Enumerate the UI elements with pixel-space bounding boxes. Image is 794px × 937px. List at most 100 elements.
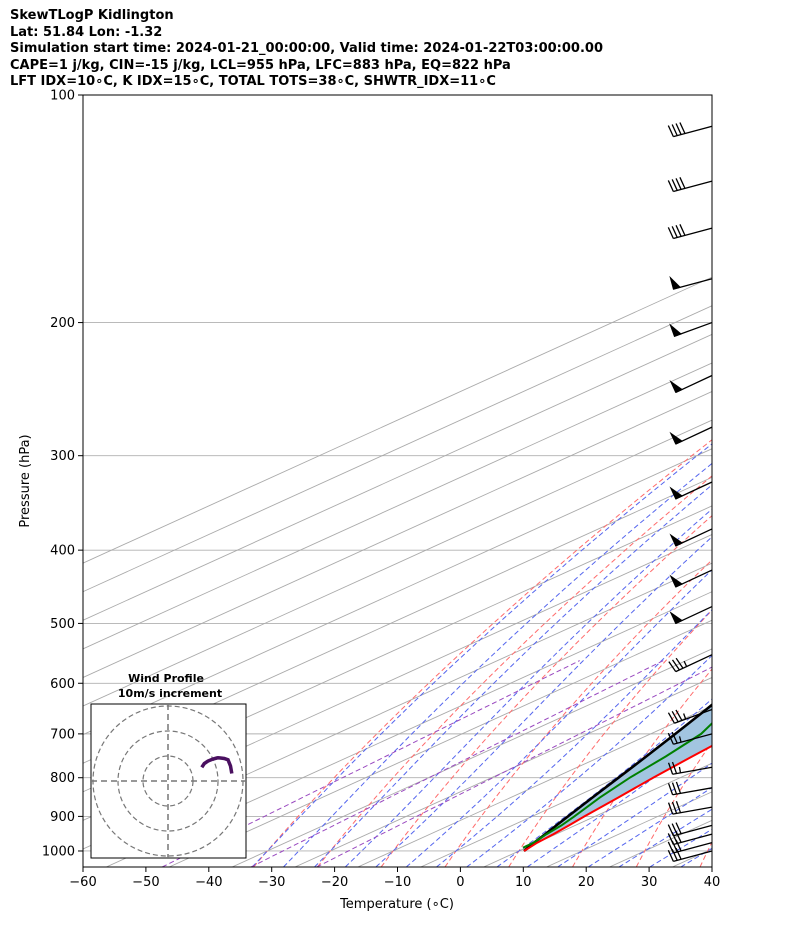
y-tick-label: 500 (50, 617, 75, 632)
barb-full (667, 732, 674, 745)
wind-barb (667, 122, 713, 138)
barb-shaft (672, 787, 713, 796)
barb-flag (669, 380, 684, 394)
barb-shaft (673, 227, 713, 240)
temperature-line (523, 744, 712, 852)
mixing-ratio-1 (316, 666, 712, 867)
barb-flag (669, 611, 684, 625)
barb-half (683, 660, 688, 667)
barb-full (667, 841, 674, 854)
wind-barb (669, 275, 713, 290)
barb-full (667, 180, 674, 192)
moist-adiabat--20 (314, 484, 712, 867)
dry-adiabat-40 (699, 841, 712, 867)
moist-adiabat-20 (557, 762, 712, 867)
moist-adiabat--30 (251, 443, 712, 867)
barb-flag (669, 533, 684, 547)
hodograph-ring-20 (117, 730, 219, 832)
dry-adiabat-10 (508, 609, 712, 867)
barb-half (683, 713, 687, 720)
wind-barb (667, 781, 713, 796)
moist-adiabat--25 (283, 462, 712, 867)
barb-full (671, 710, 679, 723)
isotherm--10 (357, 705, 712, 867)
dry-adiabat-50 (764, 95, 794, 867)
y-tick-label: 300 (50, 449, 75, 464)
wind-barb (667, 761, 713, 775)
y-tick-label: 900 (50, 810, 75, 825)
barb-flag (669, 574, 684, 588)
moist-adiabat-30 (618, 808, 712, 867)
barb-full (675, 178, 682, 190)
mixing-ratio-0.4 (250, 660, 664, 867)
y-tick-label: 100 (50, 89, 75, 104)
wind-barb (667, 801, 713, 815)
barb-flag (669, 323, 682, 337)
barb-full (671, 761, 678, 774)
barb-full (679, 224, 686, 236)
moist-adiabat-0 (436, 609, 712, 867)
x-tick-label: 20 (578, 875, 595, 890)
isotherm--20 (294, 676, 712, 867)
moist-adiabat-5 (466, 654, 712, 867)
barb-full (679, 122, 686, 134)
isotherm--160 (83, 276, 712, 564)
barb-full (667, 783, 674, 795)
isotherm--140 (83, 333, 712, 621)
barb-shaft (673, 850, 713, 862)
isotherm--70 (83, 534, 712, 821)
barb-shaft (673, 125, 713, 138)
barb-shaft (675, 654, 713, 673)
isotherm--130 (83, 362, 712, 650)
x-tick-label: −60 (69, 875, 96, 890)
x-tick-label: 0 (456, 875, 464, 890)
barb-half (678, 766, 682, 773)
x-tick-label: −10 (384, 875, 411, 890)
isotherm--30 (231, 648, 712, 867)
moist-adiabat--10 (375, 536, 712, 867)
dry-adiabat-0 (444, 559, 712, 867)
y-tick-label: 700 (50, 727, 75, 742)
barb-shaft (674, 708, 713, 724)
hodograph-inset (90, 703, 247, 859)
barb-full (675, 801, 682, 813)
x-axis-label: Temperature (∘C) (339, 897, 454, 912)
barb-full (671, 124, 678, 136)
x-tick-label: 10 (515, 875, 532, 890)
barb-shaft (673, 833, 713, 846)
wind-barb (669, 481, 713, 500)
isotherm--50 (106, 591, 712, 867)
hodograph-trace (200, 756, 234, 774)
isotherm-0 (420, 734, 712, 867)
location-line: Lat: 51.84 Lon: -1.32 (10, 24, 163, 40)
dry-adiabat--30 (253, 439, 712, 867)
wind-barb (669, 528, 713, 547)
barb-full (679, 177, 686, 189)
barb-full (671, 731, 678, 744)
isotherm--60 (83, 562, 712, 850)
barb-full (675, 781, 682, 794)
hodograph-plot (91, 704, 246, 858)
barb-full (667, 824, 674, 837)
wind-barb (669, 605, 713, 625)
dewpoint-line (522, 721, 712, 849)
barb-full (667, 712, 675, 724)
barb-full (675, 657, 684, 669)
isotherm--40 (169, 619, 712, 867)
x-tick-label: −40 (195, 875, 222, 890)
barb-shaft (673, 824, 713, 837)
isotherm--100 (83, 448, 712, 736)
barb-shaft (672, 806, 713, 815)
x-tick-label: 30 (641, 875, 658, 890)
barb-flag (669, 275, 682, 290)
axes: −60 −50 −40 −30 −20 −10 0 10 20 30 40 100 200 300 400 5… (42, 89, 720, 891)
wind-barb (667, 224, 713, 240)
hodograph-subtitle: 10m/s increment (118, 687, 222, 700)
barb-half (678, 736, 682, 743)
barb-full (667, 849, 674, 862)
indices-line-2: LFT IDX=10∘C, K IDX=15∘C, TOTAL TOTS=38∘… (10, 74, 496, 89)
y-axis-label: Pressure (hPa) (18, 434, 33, 527)
barb-flag (669, 431, 684, 445)
time-line: Simulation start time: 2024-01-21_00:00:… (10, 41, 603, 56)
